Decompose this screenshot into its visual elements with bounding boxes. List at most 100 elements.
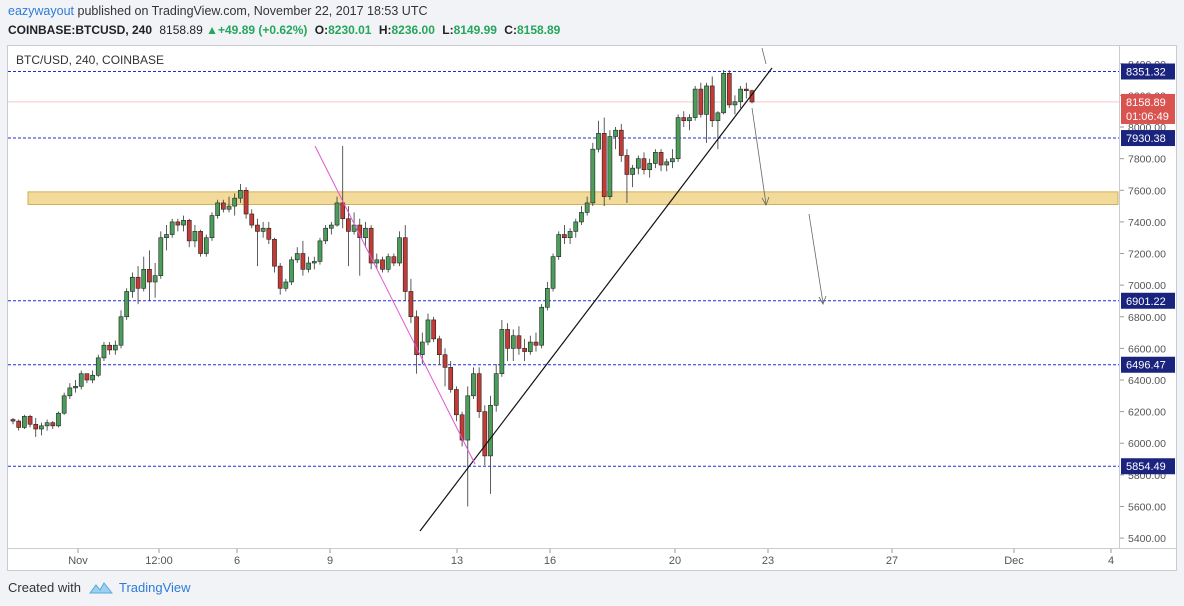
change-value: +49.89 (+0.62%) xyxy=(218,23,308,37)
candle xyxy=(573,218,579,238)
candle xyxy=(533,332,539,352)
candle-body xyxy=(476,373,482,412)
candle xyxy=(692,85,698,121)
candle-body xyxy=(647,163,653,171)
candle xyxy=(317,237,323,265)
level-tag-label: 6901.22 xyxy=(1126,296,1166,308)
candle xyxy=(408,278,414,324)
candle-body xyxy=(90,374,95,381)
projection-arrow xyxy=(751,107,767,205)
x-tick-label: 27 xyxy=(886,555,898,567)
candle xyxy=(613,127,618,150)
y-tick-label: 7600.00 xyxy=(1128,185,1166,197)
candle xyxy=(624,149,630,203)
candle xyxy=(238,183,243,203)
candle-body xyxy=(61,395,67,414)
candle xyxy=(567,228,573,245)
level-tag: 5854.49 xyxy=(1121,458,1175,475)
candle-body xyxy=(289,259,294,283)
chart-pane[interactable]: BTC/USD, 240, COINBASE xyxy=(7,45,1120,549)
candle-body xyxy=(738,88,743,103)
candle-body xyxy=(141,269,147,289)
candle-body xyxy=(436,338,442,356)
candle xyxy=(152,263,158,298)
candle-body xyxy=(340,202,346,220)
candle-body xyxy=(112,344,118,351)
price-axis[interactable]: 5400.00 5600.00 5800.00 6000.00 6200.00 6400.… xyxy=(1120,45,1177,549)
candle-body xyxy=(482,411,488,457)
candle xyxy=(50,421,56,430)
candle-body xyxy=(527,341,533,352)
candle-body xyxy=(118,316,124,346)
candle-body xyxy=(704,85,709,115)
candle-body xyxy=(573,221,579,232)
candle-body xyxy=(584,202,590,213)
tradingview-logo-icon xyxy=(88,581,113,593)
candle-body xyxy=(130,276,135,292)
candle xyxy=(306,256,311,273)
candle xyxy=(124,288,130,320)
published-text: published on TradingView.com, November 2… xyxy=(77,4,428,18)
candle xyxy=(641,152,647,175)
candle xyxy=(22,414,27,430)
candle xyxy=(527,335,533,355)
candle xyxy=(84,373,90,384)
candle-body xyxy=(317,240,323,262)
x-tick-label: Dec xyxy=(1004,555,1024,567)
level-tag: 6901.22 xyxy=(1121,292,1175,309)
candle xyxy=(130,272,135,298)
candle xyxy=(732,95,738,115)
level-tag-bg xyxy=(1121,130,1175,147)
y-tick-label: 6000.00 xyxy=(1128,438,1166,450)
candle-body xyxy=(169,221,175,235)
candle-body xyxy=(238,189,243,199)
current-price-tag-label: 8158.89 xyxy=(1126,97,1166,109)
candle xyxy=(425,313,431,346)
candle-body xyxy=(579,212,584,223)
candle xyxy=(44,419,50,431)
candle-body xyxy=(567,231,573,239)
x-tick-label: Nov xyxy=(68,555,88,567)
symbol-label: COINBASE:BTCUSD, 240 xyxy=(8,23,153,37)
current-price-tag-bg xyxy=(1121,93,1175,110)
candle xyxy=(169,218,175,238)
y-tick-label: 6800.00 xyxy=(1128,312,1166,324)
author-link[interactable]: eazywayout xyxy=(8,4,75,18)
candle-body xyxy=(135,276,141,289)
candle xyxy=(334,196,340,227)
candle xyxy=(715,111,721,150)
candle-body xyxy=(562,234,567,239)
candle-body xyxy=(328,224,334,229)
candle xyxy=(266,221,272,245)
ohlc-bar: COINBASE:BTCUSD, 240 8158.89 ▲+49.89 (+0… xyxy=(8,21,560,40)
candle-body xyxy=(203,237,209,254)
candle xyxy=(630,164,635,188)
candlestick-chart[interactable] xyxy=(8,46,1119,548)
candle xyxy=(653,149,658,169)
candle-body xyxy=(743,88,749,91)
countdown-tag-bg xyxy=(1121,107,1175,124)
tradingview-brand-link[interactable]: TradingView xyxy=(118,580,191,595)
high-label: H: xyxy=(378,23,392,37)
level-tag-bg xyxy=(1121,63,1175,80)
candle xyxy=(670,149,675,169)
candle-body xyxy=(73,386,78,389)
low-label: L: xyxy=(442,23,454,37)
candle-body xyxy=(641,158,647,171)
candle-body xyxy=(27,416,33,425)
candle-body xyxy=(10,419,16,422)
candle xyxy=(709,76,715,128)
close-value: 8158.89 xyxy=(516,23,561,37)
open-label: O: xyxy=(314,23,329,37)
candle xyxy=(300,240,306,276)
candle-body xyxy=(408,291,414,318)
level-tag-label: 8351.32 xyxy=(1126,66,1166,78)
candle xyxy=(658,149,664,172)
candle-body xyxy=(687,117,692,122)
candle-body xyxy=(220,202,226,210)
time-axis[interactable]: Nov 12:00 6 9 13 16 20 23 27 Dec 4 xyxy=(7,549,1177,571)
candle-body xyxy=(510,335,516,349)
candle xyxy=(368,225,374,270)
candle-body xyxy=(22,416,27,428)
candle xyxy=(363,221,368,248)
